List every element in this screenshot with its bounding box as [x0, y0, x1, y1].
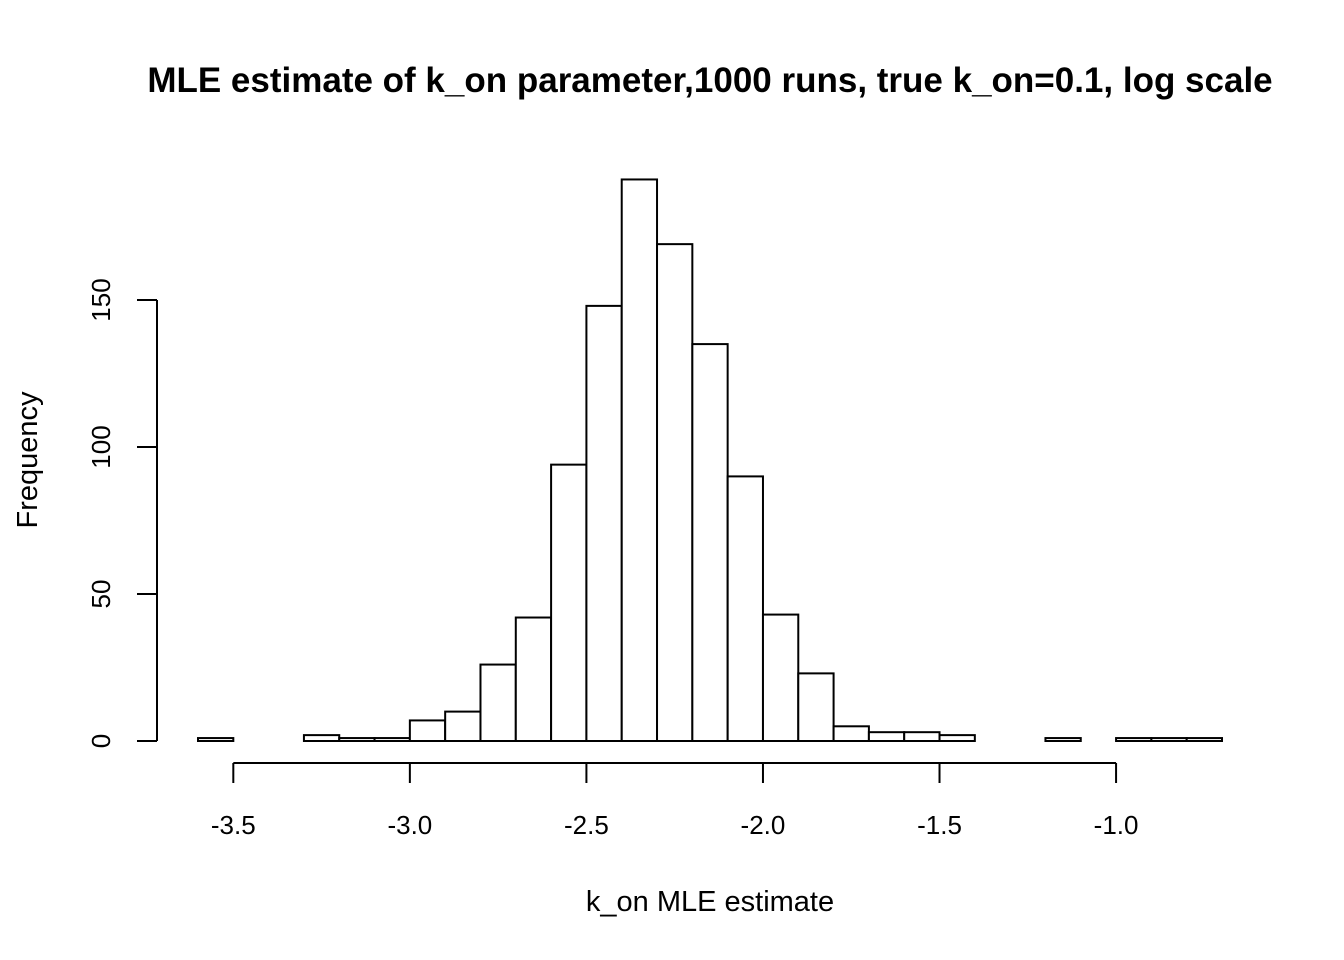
- histogram-bar: [1185, 737, 1223, 742]
- histogram-bar: [761, 613, 800, 743]
- histogram-bar: [903, 731, 941, 742]
- y-axis-label: Frequency: [12, 391, 44, 529]
- histogram-bar: [550, 463, 588, 742]
- chart-title: MLE estimate of k_on parameter,1000 runs…: [147, 61, 1272, 100]
- histogram-bar: [1150, 737, 1188, 742]
- x-tick-label: -1.0: [1094, 810, 1139, 840]
- x-tick-label: -3.5: [211, 810, 256, 840]
- y-tick-label: 50: [86, 580, 116, 609]
- histogram-bar: [197, 737, 235, 742]
- histogram-bar: [797, 672, 835, 743]
- histogram-bar: [867, 731, 906, 742]
- histogram-bar: [338, 737, 376, 742]
- y-tick-label: 100: [86, 425, 116, 468]
- histogram-bar: [585, 304, 623, 742]
- histogram-bar: [938, 734, 976, 742]
- histogram-bar: [1044, 737, 1082, 742]
- x-tick-label: -2.5: [564, 810, 609, 840]
- histogram-bar: [479, 663, 517, 742]
- y-tick-label: 150: [86, 278, 116, 321]
- histogram-bar: [408, 719, 447, 742]
- bars-group: [197, 178, 1223, 743]
- y-axis: 0 50 100 150: [86, 278, 158, 748]
- histogram-bar: [373, 737, 411, 742]
- x-axis-label: k_on MLE estimate: [586, 886, 834, 918]
- histogram-bar: [302, 734, 341, 742]
- x-axis: -3.5 -3.0 -2.5 -2.0 -1.5 -1.0: [211, 762, 1139, 840]
- histogram-bar: [514, 616, 553, 743]
- y-tick-label: 0: [86, 734, 116, 748]
- x-tick-label: -2.0: [741, 810, 786, 840]
- histogram-bar: [1115, 737, 1153, 742]
- histogram-bar: [656, 243, 694, 742]
- histogram-bar: [444, 710, 482, 742]
- histogram-bar: [691, 343, 729, 742]
- histogram-bar: [726, 475, 764, 742]
- histogram-bar: [832, 725, 870, 742]
- histogram-bar: [620, 178, 659, 742]
- x-tick-label: -3.0: [387, 810, 432, 840]
- x-tick-label: -1.5: [917, 810, 962, 840]
